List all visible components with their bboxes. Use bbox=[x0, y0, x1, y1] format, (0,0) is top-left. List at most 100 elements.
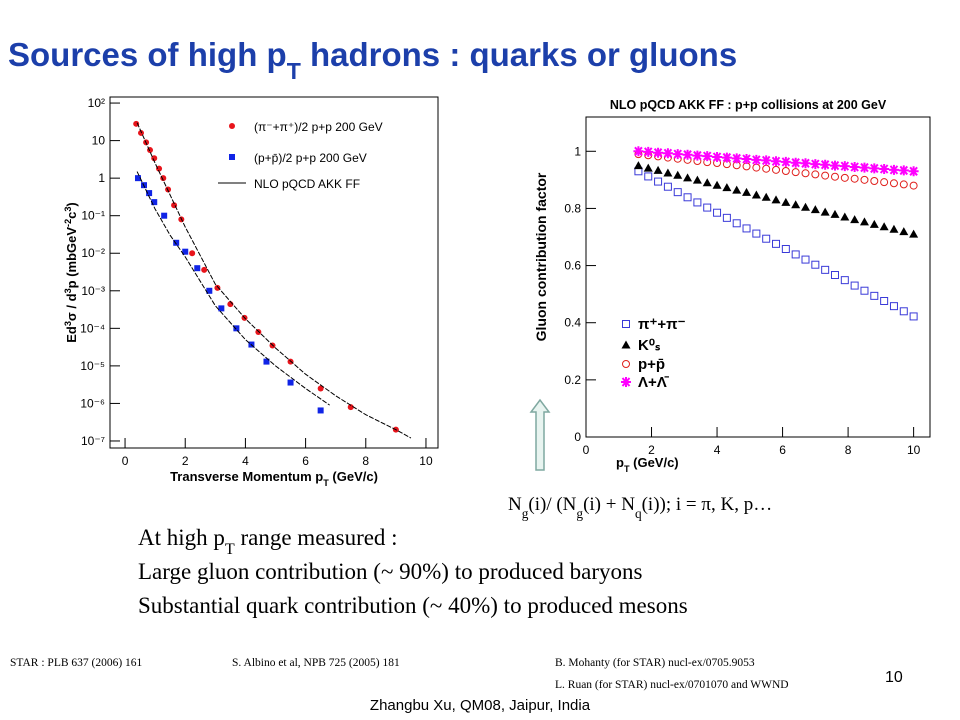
point bbox=[772, 165, 781, 174]
point bbox=[899, 180, 908, 189]
point bbox=[821, 171, 830, 180]
legend-label: K⁰ₛ bbox=[638, 337, 661, 354]
bullet: Substantial quark contribution (~ 40%) t… bbox=[138, 593, 688, 618]
point bbox=[151, 199, 158, 206]
point bbox=[194, 265, 201, 272]
formula-part: (i)); i = π, K, p… bbox=[642, 494, 773, 515]
y-axis-label-sup: 3 bbox=[63, 321, 73, 326]
bullet-part: Large gluon contribution (~ 90%) to prod… bbox=[138, 559, 643, 584]
x-axis-label-part: Transverse Momentum p bbox=[170, 469, 323, 484]
y-tick-label: 10⁻⁴ bbox=[80, 321, 105, 335]
point bbox=[849, 162, 860, 172]
formula-sub: g bbox=[522, 506, 529, 521]
point bbox=[860, 175, 869, 184]
reference: B. Mohanty (for STAR) nucl-ex/0705.9053 bbox=[555, 657, 755, 669]
point bbox=[214, 284, 221, 291]
point bbox=[182, 248, 189, 255]
point bbox=[879, 222, 889, 231]
reference: L. Ruan (for STAR) nucl-ex/0701070 and W… bbox=[555, 679, 789, 691]
plot-frame bbox=[585, 116, 931, 438]
point bbox=[888, 164, 899, 175]
point bbox=[206, 287, 213, 294]
point bbox=[801, 202, 811, 211]
bullet-part: range measured : bbox=[235, 525, 398, 550]
point bbox=[791, 200, 801, 209]
legend-marker bbox=[229, 123, 235, 129]
point bbox=[829, 160, 840, 171]
point bbox=[850, 174, 859, 183]
x-axis-label: pT (GeV/c) bbox=[616, 455, 679, 474]
chart-title: NLO pQCD AKK FF : p+p collisions at 200 … bbox=[610, 98, 887, 112]
y-axis-label: Ed3σ / d3p (mbGeV-2c3) bbox=[63, 202, 79, 343]
x-tick-label: 2 bbox=[182, 454, 189, 468]
point bbox=[870, 177, 879, 185]
point bbox=[732, 219, 741, 228]
point bbox=[880, 297, 889, 305]
point bbox=[663, 168, 673, 177]
point bbox=[133, 120, 140, 127]
point bbox=[811, 170, 820, 179]
point bbox=[790, 157, 801, 168]
point bbox=[712, 180, 722, 189]
y-tick-label: 0.8 bbox=[564, 201, 581, 215]
point bbox=[653, 147, 664, 158]
point bbox=[801, 255, 810, 264]
point bbox=[889, 224, 899, 233]
arrow bbox=[529, 398, 551, 471]
point bbox=[633, 161, 643, 170]
curve bbox=[136, 122, 412, 439]
point bbox=[840, 173, 849, 182]
y-axis-label-part: c bbox=[64, 212, 79, 219]
point bbox=[673, 170, 683, 179]
point bbox=[859, 162, 870, 173]
point bbox=[908, 166, 919, 177]
legend-marker bbox=[622, 320, 630, 328]
y-tick-label: 1 bbox=[98, 171, 105, 185]
x-tick-label: 6 bbox=[779, 443, 786, 457]
formula-sub: q bbox=[635, 506, 642, 521]
point bbox=[909, 229, 919, 238]
footer: Zhangbu Xu, QM08, Jaipur, India bbox=[370, 697, 591, 714]
formula-sub: g bbox=[576, 506, 583, 521]
y-axis-label-sup: 3 bbox=[63, 207, 73, 212]
point bbox=[263, 358, 270, 365]
point bbox=[840, 212, 850, 221]
point bbox=[791, 250, 800, 259]
point bbox=[839, 161, 850, 172]
x-axis-label-part: p bbox=[616, 455, 624, 470]
point bbox=[821, 265, 830, 274]
reference: STAR : PLB 637 (2006) 161 bbox=[10, 657, 143, 669]
point bbox=[683, 193, 692, 202]
point bbox=[780, 156, 791, 167]
y-tick-label: 10⁻¹ bbox=[81, 209, 105, 223]
point bbox=[859, 217, 869, 226]
point bbox=[860, 286, 869, 295]
point bbox=[173, 239, 180, 246]
point bbox=[161, 212, 168, 219]
y-tick-label: 0.4 bbox=[564, 316, 581, 330]
point bbox=[693, 198, 702, 207]
point bbox=[800, 158, 811, 169]
y-axis-label-part: Ed bbox=[64, 326, 79, 343]
point bbox=[830, 172, 839, 181]
y-tick-label: 10 bbox=[92, 134, 106, 148]
legend-label: NLO pQCD AKK FF bbox=[254, 177, 360, 191]
point bbox=[810, 205, 820, 214]
point bbox=[663, 182, 672, 191]
y-tick-label: 10⁻⁷ bbox=[81, 434, 105, 448]
point bbox=[820, 207, 830, 216]
point bbox=[840, 276, 849, 285]
point bbox=[772, 239, 781, 248]
point bbox=[880, 178, 889, 187]
y-tick-label: 10⁻⁵ bbox=[80, 359, 105, 373]
y-axis-label-part: Gluon contribution factor bbox=[533, 172, 549, 341]
y-tick-label: 10² bbox=[88, 96, 105, 110]
legend-marker bbox=[621, 340, 631, 349]
legend-label: (p+p̄)/2 p+p 200 GeV bbox=[254, 151, 367, 165]
point bbox=[870, 291, 879, 300]
slide-title-part: hadrons : quarks or gluons bbox=[301, 36, 737, 73]
point bbox=[830, 271, 839, 279]
point bbox=[811, 260, 820, 269]
